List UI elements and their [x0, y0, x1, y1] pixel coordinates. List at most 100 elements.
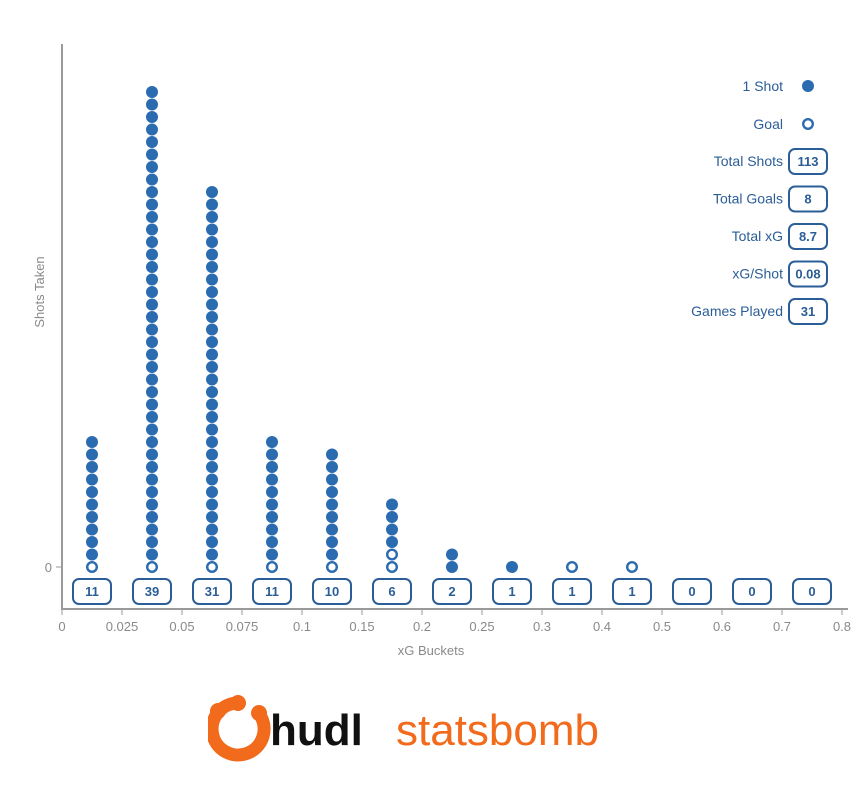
shot-dot: [146, 148, 158, 161]
shot-dot: [146, 111, 158, 123]
x-tick-label: 0.25: [469, 619, 494, 634]
shot-dot: [146, 386, 158, 398]
shot-dot: [206, 186, 218, 198]
legend-stat-label: Total Shots: [714, 153, 783, 169]
shot-dot: [266, 461, 278, 473]
shot-dot: [206, 261, 218, 273]
shot-dot: [206, 223, 218, 236]
shot-dot: [146, 198, 158, 211]
shot-dot: [206, 411, 218, 423]
x-tick-label: 0.025: [106, 619, 139, 634]
goal-dot: [145, 561, 158, 574]
shot-dot: [146, 98, 158, 111]
y-zero-tick-label: 0: [45, 560, 52, 575]
legend-stat-label: Total xG: [732, 228, 783, 244]
shot-dot: [146, 498, 158, 511]
bucket-count-value: 0: [688, 584, 695, 599]
shot-dot: [146, 336, 158, 348]
shot-dot: [146, 411, 158, 423]
goal-dot: [266, 561, 279, 574]
legend-stat-box: [788, 185, 828, 213]
legend-stat-value: 8: [804, 192, 811, 207]
x-tick-label: 0.3: [533, 619, 551, 634]
shot-dot: [146, 236, 158, 248]
legend-shot-marker: [802, 80, 814, 92]
hudl-statsbomb-logo: hudl statsbomb: [205, 695, 628, 765]
shot-dot: [206, 486, 218, 498]
shot-dot: [146, 423, 158, 436]
shot-dot: [206, 536, 218, 548]
shot-dot: [146, 486, 158, 498]
x-axis-ticks: 0 0.025 0.05 0.075 0.1 0.15 0.2 0.25 0.3 0.4 0.5 0.…: [58, 609, 851, 634]
shot-dot: [206, 448, 218, 461]
shot-dot: [146, 86, 158, 98]
shot-dot: [146, 461, 158, 473]
bucket-count-box: [312, 578, 352, 605]
y-axis-label: Shots Taken: [32, 256, 47, 327]
shot-dot: [206, 461, 218, 473]
bucket-count-value: 1: [508, 584, 515, 599]
shot-dot: [206, 398, 218, 411]
shot-dot: [206, 523, 218, 536]
shot-dot: [386, 523, 398, 536]
shot-dot: [146, 123, 158, 136]
legend-stat-value: 8.7: [799, 229, 817, 244]
shot-dot: [86, 511, 98, 523]
goal-dot: [326, 561, 339, 574]
shot-dot: [146, 523, 158, 536]
shot-dot: [206, 311, 218, 323]
shot-dot: [206, 211, 218, 223]
shot-dot: [146, 473, 158, 486]
bucket-count-box: [72, 578, 112, 605]
shot-dot: [146, 373, 158, 386]
shot-dot: [206, 361, 218, 373]
shot-dot: [266, 548, 278, 561]
bucket-count-box: [192, 578, 232, 605]
bucket-count-box: [552, 578, 592, 605]
bucket-count-box: [792, 578, 832, 605]
bucket-count-value: 39: [145, 584, 159, 599]
legend-shot-label: 1 Shot: [743, 78, 784, 94]
shot-dot: [326, 536, 338, 548]
shot-dot: [386, 511, 398, 523]
shot-dot: [146, 261, 158, 273]
shot-dot: [146, 398, 158, 411]
x-tick-label: 0.5: [653, 619, 671, 634]
legend-stat-box: [788, 223, 828, 250]
shot-dot: [86, 548, 98, 561]
bucket-count-box: [372, 578, 412, 605]
shot-dot: [266, 473, 278, 486]
x-tick-label: 0.075: [226, 619, 259, 634]
shot-dot: [506, 561, 518, 573]
legend-stat-value: 113: [798, 154, 819, 169]
shot-dot: [206, 298, 218, 311]
bucket-count-value: 10: [325, 584, 339, 599]
shot-dot: [266, 498, 278, 511]
shot-dot: [146, 348, 158, 361]
shot-dot: [206, 473, 218, 486]
shot-dot: [86, 523, 98, 536]
shot-dot: [86, 498, 98, 511]
shot-dot: [146, 286, 158, 298]
x-tick-label: 0.05: [169, 619, 194, 634]
shot-dot: [146, 298, 158, 311]
legend-stat-label: Games Played: [691, 303, 783, 319]
legend-stat-box: [788, 148, 828, 175]
legend-stat-box: [788, 260, 828, 288]
x-tick-label: 0: [58, 619, 65, 634]
shot-dot: [266, 448, 278, 461]
shot-dot: [86, 436, 98, 448]
shot-dot: [206, 198, 218, 211]
x-tick-label: 0.15: [349, 619, 374, 634]
shot-dot: [146, 548, 158, 561]
goal-dot: [386, 548, 399, 561]
bucket-count-boxes: 11 39 31 11 10 6 2 1 1 1 0 0 0: [72, 578, 832, 605]
bucket-count-value: 1: [568, 584, 575, 599]
shot-dots: [85, 86, 639, 574]
shot-dot: [146, 311, 158, 323]
shot-dot: [146, 361, 158, 373]
shot-dot: [206, 348, 218, 361]
shot-dot: [146, 323, 158, 336]
shot-dot: [146, 436, 158, 448]
shot-dot: [146, 173, 158, 186]
